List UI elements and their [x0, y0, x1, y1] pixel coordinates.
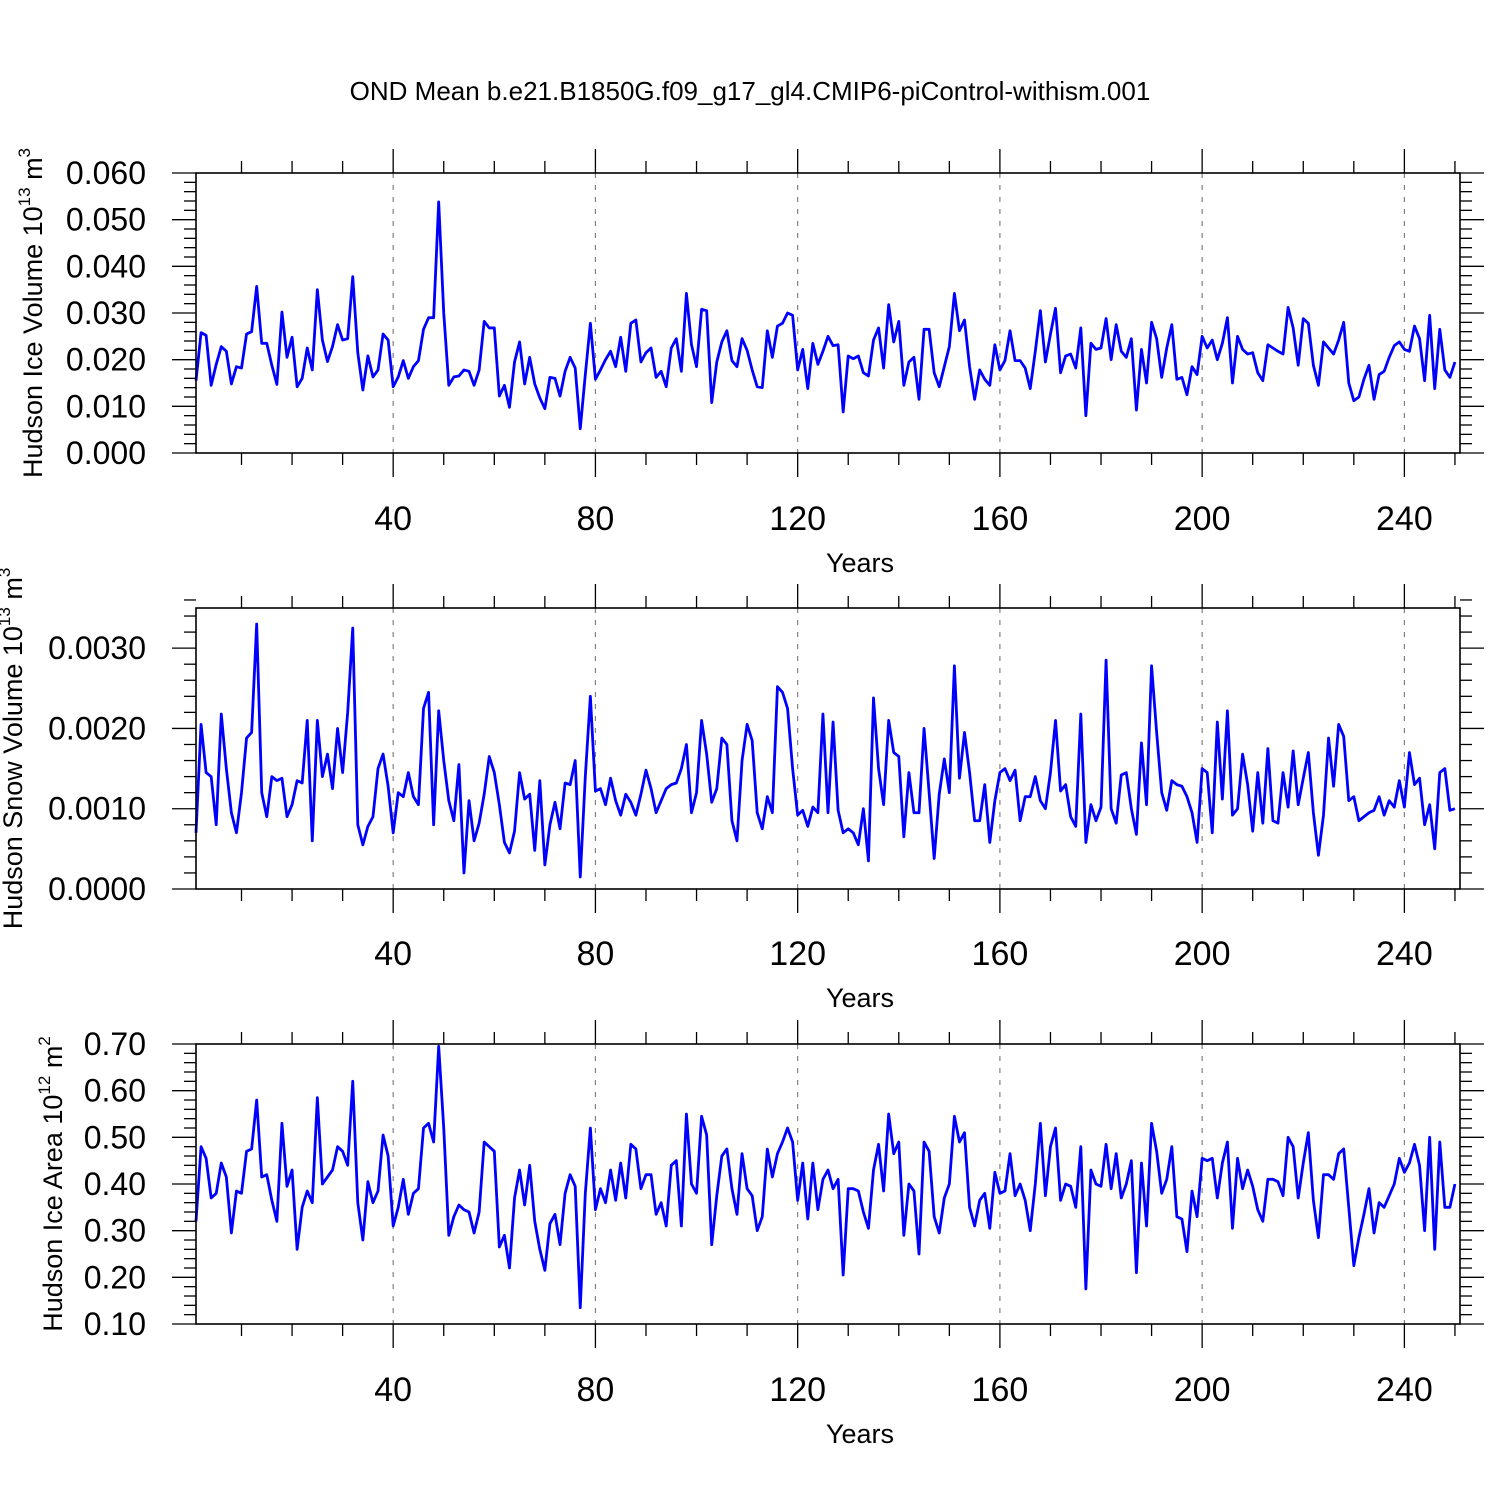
x-tick-label: 80: [577, 935, 615, 973]
x-tick-label: 40: [374, 935, 412, 973]
y-axis-title-exponent: 12: [35, 1076, 54, 1095]
y-axis-title-unit: m: [18, 157, 48, 187]
series-line-3: [194, 1044, 1457, 1310]
y-tick-label: 0.0000: [48, 871, 146, 907]
x-tick-label: 120: [769, 935, 826, 973]
y-tick-label: 0.000: [66, 435, 146, 471]
x-tick-label: 80: [577, 500, 615, 538]
y-axis-title-unit: m: [0, 577, 28, 607]
x-tick-label: 240: [1376, 500, 1433, 538]
plot-frame: [195, 607, 1461, 890]
y-tick-label: 0.020: [66, 342, 146, 378]
y-tick-label: 0.0010: [48, 791, 146, 827]
y-axis-title-main: Hudson Ice Area 10: [38, 1095, 68, 1332]
y-tick-label: 0.30: [84, 1213, 146, 1249]
y-tick-label: 0.030: [66, 295, 146, 331]
x-tick-label: 160: [972, 935, 1029, 973]
y-tick-label: 0.40: [84, 1166, 146, 1202]
y-axis-title: Hudson Ice Area 1012 m2: [35, 1036, 68, 1332]
y-axis-title: Hudson Ice Volume 1013 m3: [15, 148, 48, 478]
y-tick-label: 0.0020: [48, 710, 146, 746]
y-axis-title-main: Hudson Snow Volume 10: [0, 626, 28, 929]
y-tick-label: 0.040: [66, 248, 146, 284]
x-tick-label: 240: [1376, 935, 1433, 973]
plot-frame: [195, 1043, 1461, 1325]
panel-3: 40 80 120 160 200 240 0.10 0.20 0.30 0.40 0.50 0.60…: [35, 1020, 1484, 1449]
y-tick-label: 0.0030: [48, 630, 146, 666]
x-axis-title: Years: [826, 983, 894, 1013]
x-axis-title: Years: [826, 1419, 894, 1449]
y-tick-label: 0.20: [84, 1259, 146, 1295]
y-axis-title-unit-exponent: 3: [0, 568, 14, 577]
x-tick-label: 200: [1174, 500, 1231, 538]
y-tick-label: 0.050: [66, 202, 146, 238]
x-tick-label: 160: [972, 1371, 1029, 1409]
y-axis-title: Hudson Snow Volume 1013 m3: [0, 568, 28, 930]
y-tick-label: 0.010: [66, 388, 146, 424]
x-tick-label: 80: [577, 1371, 615, 1409]
plot-frame: [195, 172, 1461, 454]
y-axis-title-unit-exponent: 3: [15, 148, 34, 157]
y-axis-title-exponent: 13: [0, 607, 14, 626]
series-line-2: [194, 622, 1456, 879]
x-tick-label: 120: [769, 1371, 826, 1409]
y-tick-label: 0.60: [84, 1073, 146, 1109]
y-tick-label: 0.50: [84, 1119, 146, 1155]
y-tick-label: 0.70: [84, 1026, 146, 1062]
y-axis-title-main: Hudson Ice Volume 10: [18, 206, 48, 478]
chart-title: OND Mean b.e21.B1850G.f09_g17_gl4.CMIP6-…: [350, 76, 1151, 106]
x-tick-label: 240: [1376, 1371, 1433, 1409]
x-tick-label: 120: [769, 500, 826, 538]
x-tick-label: 40: [374, 1371, 412, 1409]
panel-1: 40 80 120 160 200 240 0.000 0.010 0.020 0.030 0.04…: [15, 148, 1484, 578]
x-axis-title: Years: [826, 548, 894, 578]
panel-2: 40 80 120 160 200 240 0.0000 0.0010 0.0020 0.0030…: [0, 568, 1484, 1013]
x-tick-label: 200: [1174, 935, 1231, 973]
y-axis-title-unit: m: [38, 1046, 68, 1076]
series-line-1: [194, 200, 1457, 431]
y-axis-title-exponent: 13: [15, 187, 34, 206]
x-tick-label: 40: [374, 500, 412, 538]
y-tick-label: 0.10: [84, 1306, 146, 1342]
x-tick-label: 160: [972, 500, 1029, 538]
y-axis-title-unit-exponent: 2: [35, 1036, 54, 1045]
y-tick-label: 0.060: [66, 155, 146, 191]
x-tick-label: 200: [1174, 1371, 1231, 1409]
